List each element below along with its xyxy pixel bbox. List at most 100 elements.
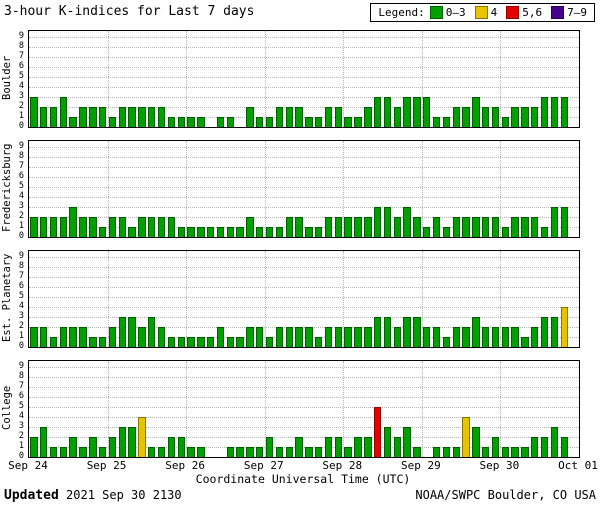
k-index-bar — [128, 227, 136, 237]
y-tick-label: 6 — [18, 61, 24, 71]
x-tick-label: Sep 30 — [479, 459, 520, 472]
k-index-bar — [98, 337, 107, 347]
k-index-bar — [256, 327, 264, 347]
k-index-bar — [540, 317, 549, 347]
k-index-bar — [275, 227, 284, 237]
k-index-bar — [49, 217, 58, 237]
k-index-bar — [521, 217, 529, 237]
y-tick-label: 4 — [18, 191, 24, 201]
k-index-bar — [177, 117, 185, 127]
k-index-bar — [305, 447, 313, 457]
y-tick-label: 1 — [18, 111, 24, 121]
y-tick-label: 6 — [18, 171, 24, 181]
k-index-bar — [442, 117, 451, 127]
k-index-bar — [226, 227, 235, 237]
h-gridline — [29, 67, 579, 68]
k-index-bar — [531, 327, 539, 347]
k-index-bar — [295, 327, 303, 347]
h-gridline — [29, 227, 579, 228]
h-gridline — [29, 57, 579, 58]
k-index-bar — [501, 447, 510, 457]
k-index-bar — [108, 437, 117, 457]
v-gridline — [500, 251, 502, 347]
k-index-bar — [315, 227, 323, 237]
y-tick-label: 7 — [18, 271, 24, 281]
y-tick-label: 7 — [18, 161, 24, 171]
k-index-bar — [128, 317, 136, 347]
k-index-bar — [167, 217, 176, 237]
k-index-bar — [285, 217, 293, 237]
k-index-bar — [344, 117, 352, 127]
k-index-bar — [30, 217, 38, 237]
y-tick-label: 7 — [18, 381, 24, 391]
k-index-bar — [89, 437, 97, 457]
h-gridline — [29, 307, 579, 308]
k-index-bar — [265, 227, 274, 237]
h-gridline — [29, 317, 579, 318]
x-tick-label: Sep 25 — [86, 459, 127, 472]
k-index-bar — [432, 447, 441, 457]
legend-item: 0–3 — [429, 6, 466, 19]
k-index-bar — [69, 207, 77, 237]
h-gridline — [29, 407, 579, 408]
panel-fredericksburg: Fredericksburg 0 1 2 3 4 5 6 7 8 9 — [0, 140, 600, 241]
k-index-bar — [403, 427, 411, 457]
k-index-bar — [79, 217, 87, 237]
k-index-bar — [364, 217, 372, 237]
k-index-bar — [324, 217, 333, 237]
k-index-bar — [177, 337, 185, 347]
plot-area — [28, 30, 580, 128]
h-gridline — [29, 187, 579, 188]
k-index-bar — [501, 117, 510, 127]
x-tick-label: Sep 27 — [243, 459, 284, 472]
k-index-bar — [275, 107, 284, 127]
legend-swatch-icon — [429, 6, 443, 19]
y-tick-label: 5 — [18, 401, 24, 411]
k-index-bar — [550, 427, 559, 457]
k-index-bar — [521, 337, 529, 347]
k-index-bar — [187, 447, 195, 457]
k-index-bar — [462, 217, 470, 237]
h-gridline — [29, 197, 579, 198]
y-tick-label: 7 — [18, 51, 24, 61]
k-index-bar — [531, 437, 539, 457]
k-index-bar — [491, 107, 500, 127]
k-index-bar — [521, 447, 529, 457]
k-index-bar — [265, 337, 274, 347]
k-index-bar — [413, 97, 421, 127]
panel-boulder: Boulder 0 1 2 3 4 5 6 7 8 9 — [0, 30, 600, 131]
k-index-bar — [540, 97, 549, 127]
k-index-bar — [226, 447, 235, 457]
y-tick-label: 5 — [18, 71, 24, 81]
k-index-bar — [167, 437, 176, 457]
y-tick-label: 3 — [18, 311, 24, 321]
k-index-bar — [334, 327, 343, 347]
k-index-bar — [413, 317, 421, 347]
h-gridline — [29, 97, 579, 98]
h-gridline — [29, 387, 579, 388]
k-index-bar — [491, 217, 500, 237]
k-index-bar — [118, 217, 126, 237]
k-index-bar — [383, 427, 392, 457]
y-tick-label: 4 — [18, 411, 24, 421]
y-tick-label: 0 — [18, 341, 24, 351]
y-tick-label: 1 — [18, 331, 24, 341]
k-index-bar — [138, 417, 146, 457]
k-index-bar — [157, 327, 166, 347]
k-index-bar — [531, 217, 539, 237]
k-index-bar — [197, 337, 205, 347]
k-index-bar — [364, 107, 372, 127]
x-tick-label: Sep 28 — [322, 459, 363, 472]
k-index-bar — [275, 447, 284, 457]
k-index-bar — [462, 327, 470, 347]
k-index-bar — [511, 327, 519, 347]
k-index-bar — [30, 97, 38, 127]
h-gridline — [29, 257, 579, 258]
k-index-bar — [550, 97, 559, 127]
k-index-bar — [59, 217, 68, 237]
k-index-bar — [452, 327, 460, 347]
h-gridline — [29, 287, 579, 288]
k-index-bar — [197, 227, 205, 237]
k-index-bar — [98, 227, 107, 237]
